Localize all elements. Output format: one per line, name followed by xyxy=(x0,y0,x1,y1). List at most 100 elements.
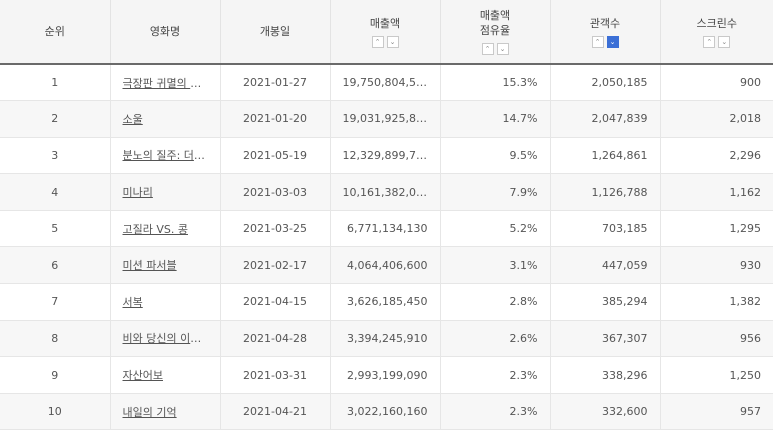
audience-cell: 367,307 xyxy=(550,320,661,357)
release-date-cell: 2021-01-27 xyxy=(220,64,331,101)
share-cell: 2.6% xyxy=(440,320,551,357)
movie-title-link[interactable]: 자산어보 xyxy=(122,369,163,383)
table-row: 1 극장판 귀멸의 칼... 2021-01-27 19,750,804,570… xyxy=(0,64,773,101)
sales-cell: 3,022,160,160 xyxy=(330,393,441,430)
table-row: 5 고질라 VS. 콩 2021-03-25 6,771,134,130 5.2… xyxy=(0,210,773,247)
screens-sort-desc-icon[interactable]: ⌄ xyxy=(718,35,731,48)
rank-cell: 4 xyxy=(0,173,111,211)
release-date-cell: 2021-01-20 xyxy=(220,100,331,138)
screens-cell: 956 xyxy=(740,331,761,345)
audience-cell: 2,047,839 xyxy=(550,100,661,138)
sales-sort-controls: ⌃ ⌄ xyxy=(331,35,440,48)
audience-sort-desc-icon[interactable]: ⌄ xyxy=(606,35,619,48)
table-row: 4 미나리 2021-03-03 10,161,382,000 7.9% 1,1… xyxy=(0,173,773,211)
table-header-row: 순위 영화명 개봉일 매출액 ⌃ ⌄ 매출액 점유율 ⌃ ⌄ 관객수 xyxy=(0,0,773,65)
screens-cell: 1,250 xyxy=(729,368,762,382)
table-row: 7 서복 2021-04-15 3,626,185,450 2.8% 385,2… xyxy=(0,283,773,321)
movie-title-link[interactable]: 분노의 질주: 더 ... xyxy=(122,149,208,163)
sales-cell: 2,993,199,090 xyxy=(330,356,441,394)
audience-cell: 332,600 xyxy=(550,393,661,430)
rank-cell: 5 xyxy=(0,210,111,247)
title-cell: 분노의 질주: 더 ... xyxy=(110,137,221,174)
share-cell: 14.7% xyxy=(440,100,551,138)
share-cell: 2.3% xyxy=(440,393,551,430)
audience-cell: 1,126,788 xyxy=(550,173,661,211)
share-cell: 5.2% xyxy=(440,210,551,247)
sales-cell: 3,626,185,450 xyxy=(330,283,441,321)
rank-cell: 7 xyxy=(0,283,111,321)
title-header-label: 영화명 xyxy=(149,25,181,38)
col-header-audience: 관객수 ⌃ ⌄ xyxy=(550,0,661,65)
sales-cell: 10,161,382,000 xyxy=(330,173,441,211)
rank-cell: 10 xyxy=(0,393,111,430)
screens-cell: 2,018 xyxy=(729,112,762,126)
sales-cell: 19,031,925,830 xyxy=(330,100,441,138)
sales-cell: 3,394,245,910 xyxy=(330,320,441,357)
col-header-screens: 스크린수 ⌃ ⌄ xyxy=(660,0,773,65)
movie-title-link[interactable]: 극장판 귀멸의 칼... xyxy=(122,76,211,90)
screens-sort-asc-icon[interactable]: ⌃ xyxy=(703,35,716,48)
screens-cell: 957 xyxy=(740,405,761,419)
sales-sort-asc-icon[interactable]: ⌃ xyxy=(371,35,384,48)
rank-cell: 3 xyxy=(0,137,111,174)
release-date-cell: 2021-03-31 xyxy=(220,356,331,394)
col-header-sales: 매출액 ⌃ ⌄ xyxy=(330,0,441,65)
title-cell: 극장판 귀멸의 칼... xyxy=(110,64,221,101)
title-cell: 미션 파서블 xyxy=(110,246,221,284)
table-row: 2 소울 2021-01-20 19,031,925,830 14.7% 2,0… xyxy=(0,100,773,138)
share-cell: 9.5% xyxy=(440,137,551,174)
audience-sort-asc-icon[interactable]: ⌃ xyxy=(591,35,604,48)
screens-sort-controls: ⌃ ⌄ xyxy=(661,35,773,48)
audience-cell: 703,185 xyxy=(550,210,661,247)
title-cell: 미나리 xyxy=(110,173,221,211)
audience-cell: 385,294 xyxy=(550,283,661,321)
sales-cell: 6,771,134,130 xyxy=(330,210,441,247)
release-header-label: 개봉일 xyxy=(259,25,291,38)
audience-cell: 2,050,185 xyxy=(550,64,661,101)
movie-title-link[interactable]: 미션 파서블 xyxy=(122,259,177,273)
release-date-cell: 2021-05-19 xyxy=(220,137,331,174)
share-header-label-1: 매출액 xyxy=(479,9,511,22)
col-header-title: 영화명 xyxy=(110,0,221,65)
table-row: 6 미션 파서블 2021-02-17 4,064,406,600 3.1% 4… xyxy=(0,246,773,284)
screens-cell: 2,296 xyxy=(729,148,762,162)
movie-title-link[interactable]: 비와 당신의 이야... xyxy=(122,332,211,346)
movie-title-link[interactable]: 소울 xyxy=(122,112,143,126)
screens-cell: 1,295 xyxy=(729,222,762,236)
movie-title-link[interactable]: 고질라 VS. 콩 xyxy=(122,222,188,236)
rank-cell: 6 xyxy=(0,246,111,284)
col-header-release: 개봉일 xyxy=(220,0,331,65)
audience-sort-controls: ⌃ ⌄ xyxy=(551,35,660,48)
share-header-label-2: 점유율 xyxy=(479,24,511,37)
col-header-share: 매출액 점유율 ⌃ ⌄ xyxy=(440,0,551,65)
rank-cell: 8 xyxy=(0,320,111,357)
share-sort-asc-icon[interactable]: ⌃ xyxy=(481,43,494,55)
title-cell: 자산어보 xyxy=(110,356,221,394)
release-date-cell: 2021-04-28 xyxy=(220,320,331,357)
title-cell: 서복 xyxy=(110,283,221,321)
release-date-cell: 2021-02-17 xyxy=(220,246,331,284)
movie-title-link[interactable]: 미나리 xyxy=(122,186,153,200)
sales-header-label: 매출액 xyxy=(369,16,401,30)
share-cell: 2.3% xyxy=(440,356,551,394)
release-date-cell: 2021-04-21 xyxy=(220,393,331,430)
release-date-cell: 2021-03-03 xyxy=(220,173,331,211)
sales-cell: 19,750,804,570 xyxy=(330,64,441,101)
screens-cell: 1,382 xyxy=(729,295,762,309)
share-sort-desc-icon[interactable]: ⌄ xyxy=(496,43,509,55)
title-cell: 고질라 VS. 콩 xyxy=(110,210,221,247)
table-row: 9 자산어보 2021-03-31 2,993,199,090 2.3% 338… xyxy=(0,356,773,394)
movie-title-link[interactable]: 내일의 기억 xyxy=(122,405,177,419)
screens-header-label: 스크린수 xyxy=(696,16,737,30)
share-sort-controls: ⌃ ⌄ xyxy=(441,43,550,55)
rank-cell: 2 xyxy=(0,100,111,138)
audience-header-label: 관객수 xyxy=(589,16,621,30)
release-date-cell: 2021-03-25 xyxy=(220,210,331,247)
title-cell: 비와 당신의 이야... xyxy=(110,320,221,357)
sales-sort-desc-icon[interactable]: ⌄ xyxy=(386,35,399,48)
sales-cell: 12,329,899,750 xyxy=(330,137,441,174)
audience-cell: 338,296 xyxy=(550,356,661,394)
movie-title-link[interactable]: 서복 xyxy=(122,295,143,309)
share-cell: 7.9% xyxy=(440,173,551,211)
